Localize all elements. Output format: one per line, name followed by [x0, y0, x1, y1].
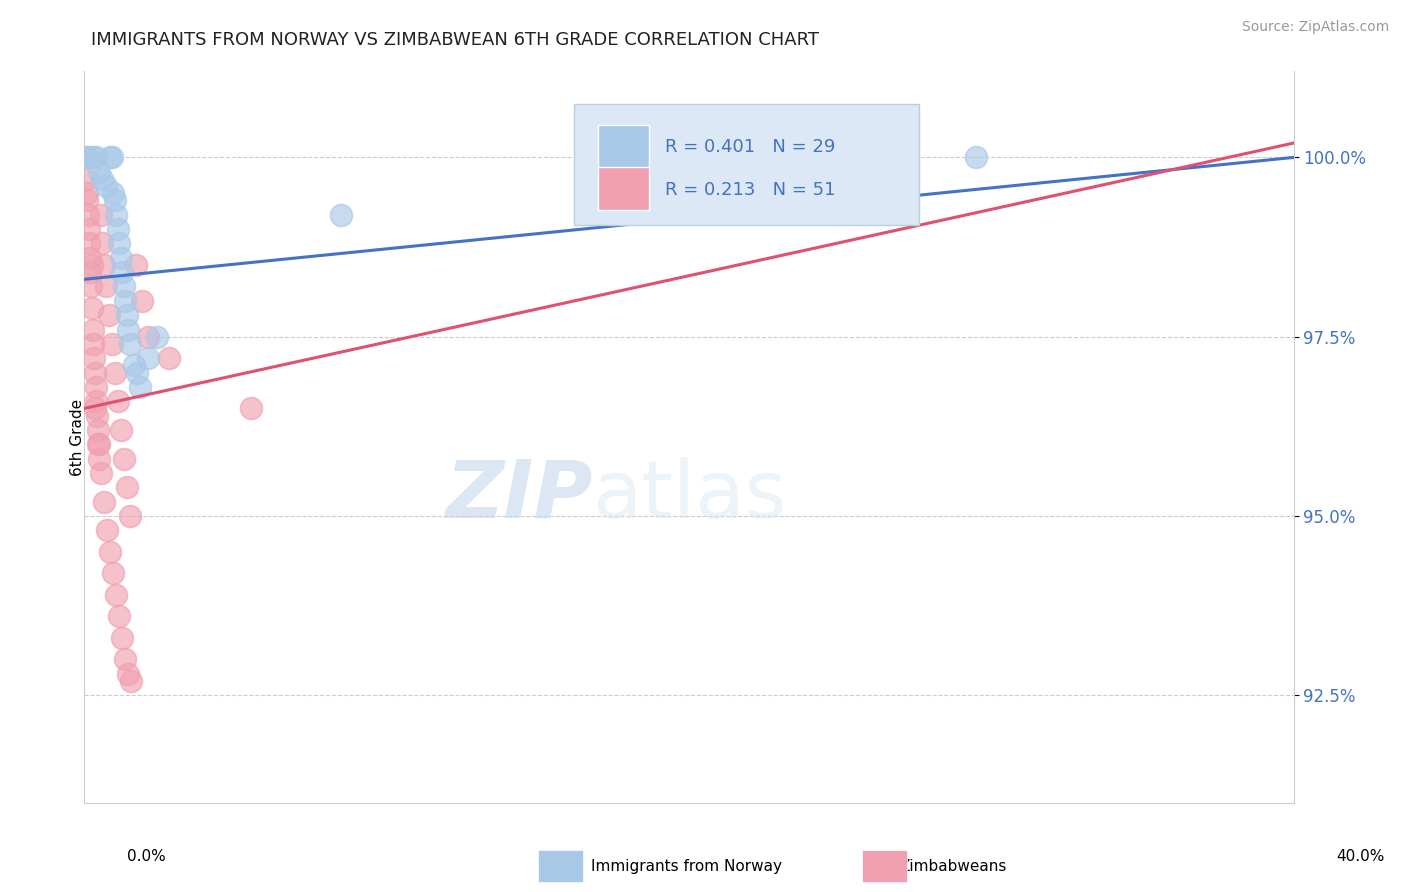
- Point: [105, 208, 128, 222]
- Text: ZIP: ZIP: [444, 457, 592, 534]
- Point: [129, 380, 152, 394]
- Point: [136, 329, 159, 343]
- Point: [114, 652, 136, 666]
- Point: [115, 480, 138, 494]
- Point: [111, 265, 134, 279]
- Text: R = 0.401   N = 29: R = 0.401 N = 29: [665, 137, 835, 156]
- Point: [76, 150, 98, 164]
- Point: [101, 566, 124, 581]
- Point: [87, 423, 110, 437]
- Point: [86, 409, 108, 423]
- Point: [79, 265, 101, 279]
- Y-axis label: 6th Grade: 6th Grade: [70, 399, 84, 475]
- Point: [330, 208, 353, 222]
- Point: [105, 588, 128, 602]
- Point: [93, 258, 115, 272]
- Point: [82, 150, 104, 164]
- Point: [108, 609, 131, 624]
- Point: [91, 172, 114, 186]
- Point: [127, 366, 149, 380]
- Point: [80, 301, 103, 315]
- Point: [84, 366, 107, 380]
- Point: [90, 208, 112, 222]
- Point: [97, 308, 120, 322]
- Point: [77, 236, 100, 251]
- Point: [965, 150, 987, 164]
- Text: Source: ZipAtlas.com: Source: ZipAtlas.com: [1241, 20, 1389, 34]
- Point: [122, 359, 145, 373]
- Point: [82, 322, 104, 336]
- Point: [83, 351, 105, 366]
- Point: [100, 150, 122, 164]
- Point: [104, 366, 127, 380]
- Point: [120, 673, 142, 688]
- Point: [602, 150, 624, 164]
- Text: 40.0%: 40.0%: [1337, 849, 1385, 863]
- Point: [75, 172, 97, 186]
- Point: [79, 251, 101, 265]
- FancyBboxPatch shape: [574, 104, 918, 225]
- Point: [80, 258, 103, 272]
- Point: [87, 437, 110, 451]
- Point: [98, 150, 121, 164]
- Point: [76, 150, 98, 164]
- Point: [84, 380, 107, 394]
- Point: [96, 524, 118, 538]
- Point: [98, 545, 121, 559]
- Point: [91, 236, 114, 251]
- Point: [77, 222, 100, 236]
- Point: [112, 451, 135, 466]
- Point: [118, 336, 141, 351]
- Text: IMMIGRANTS FROM NORWAY VS ZIMBABWEAN 6TH GRADE CORRELATION CHART: IMMIGRANTS FROM NORWAY VS ZIMBABWEAN 6TH…: [91, 31, 820, 49]
- Point: [107, 394, 129, 409]
- Point: [146, 329, 169, 343]
- Point: [104, 194, 127, 208]
- Point: [136, 351, 159, 366]
- Point: [108, 236, 131, 251]
- Point: [80, 279, 103, 293]
- Point: [117, 666, 139, 681]
- Point: [90, 466, 112, 480]
- Point: [82, 336, 104, 351]
- Point: [76, 186, 98, 201]
- Point: [239, 401, 262, 416]
- Point: [118, 508, 141, 523]
- Text: 0.0%: 0.0%: [127, 849, 166, 863]
- Point: [86, 394, 108, 409]
- Point: [87, 437, 110, 451]
- Point: [112, 279, 135, 293]
- Point: [101, 186, 124, 201]
- Text: atlas: atlas: [592, 457, 786, 534]
- Text: Immigrants from Norway: Immigrants from Norway: [591, 859, 782, 873]
- Point: [125, 258, 148, 272]
- Point: [77, 208, 100, 222]
- Point: [93, 494, 115, 508]
- FancyBboxPatch shape: [599, 125, 650, 168]
- Point: [111, 631, 134, 645]
- Point: [89, 165, 111, 179]
- Point: [107, 222, 129, 236]
- Point: [86, 150, 108, 164]
- Point: [114, 293, 136, 308]
- Point: [100, 336, 122, 351]
- Point: [131, 293, 153, 308]
- Point: [110, 423, 132, 437]
- Point: [84, 401, 107, 416]
- Point: [117, 322, 139, 336]
- Point: [94, 279, 117, 293]
- Point: [115, 308, 138, 322]
- Point: [76, 194, 98, 208]
- Point: [110, 251, 132, 265]
- Point: [157, 351, 180, 366]
- Text: Zimbabweans: Zimbabweans: [900, 859, 1007, 873]
- FancyBboxPatch shape: [599, 167, 650, 211]
- Point: [94, 179, 117, 194]
- Point: [89, 451, 111, 466]
- Text: R = 0.213   N = 51: R = 0.213 N = 51: [665, 181, 835, 199]
